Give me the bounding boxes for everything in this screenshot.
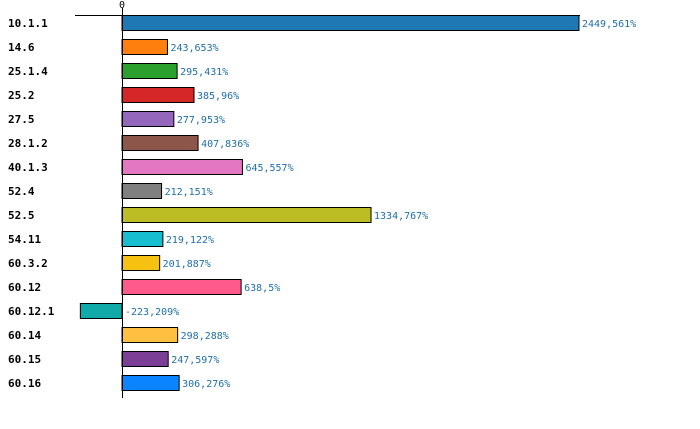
category-label: 52.4 — [8, 185, 35, 198]
bar-60.14 — [121, 327, 179, 343]
category-label: 25.1.4 — [8, 65, 48, 78]
bar-60.16 — [121, 375, 180, 391]
bar-25.1.4 — [121, 63, 178, 79]
value-label: 295,431% — [180, 67, 228, 78]
value-label: 212,151% — [165, 187, 213, 198]
value-label: 306,276% — [182, 379, 230, 390]
bar-60.12 — [121, 279, 242, 295]
value-label: 277,953% — [177, 115, 225, 126]
category-label: 60.14 — [8, 329, 41, 342]
category-label: 40.1.3 — [8, 161, 48, 174]
value-label: 1334,767% — [374, 211, 428, 222]
labels-group: 10.1.1 2449,561% 14.6 243,653% 25.1.4 295,431… — [8, 17, 636, 390]
category-label: 60.3.2 — [8, 257, 48, 270]
bar-27.5 — [121, 111, 175, 127]
value-label: 645,557% — [245, 163, 293, 174]
bar-54.11 — [121, 231, 164, 247]
value-label: 201,887% — [163, 259, 211, 270]
category-label: 60.16 — [8, 377, 41, 390]
value-label: 243,653% — [170, 43, 218, 54]
value-label: -223,209% — [125, 307, 179, 318]
bar-40.1.3 — [121, 159, 243, 175]
category-label: 27.5 — [8, 113, 35, 126]
bar-60.15 — [121, 351, 169, 367]
bars-group — [79, 15, 580, 391]
value-label: 638,5% — [244, 283, 280, 294]
bar-25.2 — [121, 87, 195, 103]
value-label: 219,122% — [166, 235, 214, 246]
bar-52.4 — [121, 183, 163, 199]
category-label: 60.12 — [8, 281, 41, 294]
bar-52.5 — [121, 207, 372, 223]
value-label: 247,597% — [171, 355, 219, 366]
bar-14.6 — [121, 39, 168, 55]
value-label: 2449,561% — [582, 19, 636, 30]
category-label: 52.5 — [8, 209, 35, 222]
category-label: 60.15 — [8, 353, 41, 366]
category-label: 10.1.1 — [8, 17, 48, 30]
category-label: 28.1.2 — [8, 137, 48, 150]
category-label: 60.12.1 — [8, 305, 55, 318]
bar-28.1.2 — [121, 135, 199, 151]
bar-10.1.1 — [121, 15, 580, 31]
value-label: 385,96% — [197, 91, 239, 102]
value-label: 407,836% — [201, 139, 249, 150]
category-label: 25.2 — [8, 89, 35, 102]
category-label: 54.11 — [8, 233, 41, 246]
value-label: 298,288% — [181, 331, 229, 342]
bar-60.3.2 — [121, 255, 161, 271]
bar-60.12.1 — [79, 303, 123, 319]
category-label: 14.6 — [8, 41, 35, 54]
zero-tick-label: 0 — [119, 0, 125, 11]
